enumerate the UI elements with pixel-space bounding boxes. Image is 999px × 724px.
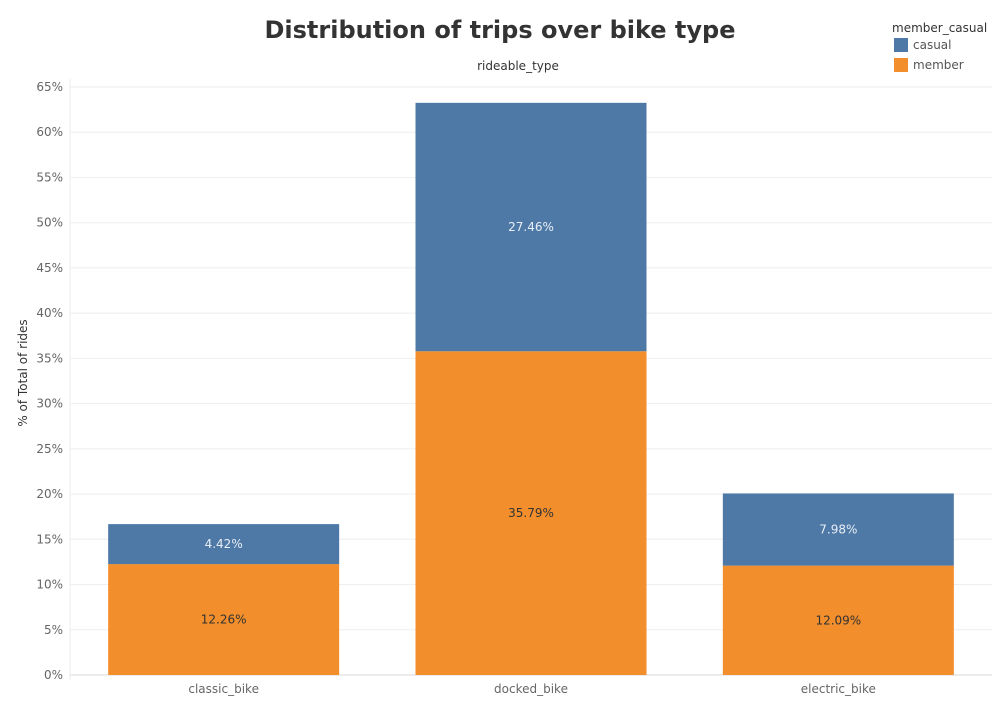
x-axis-ticks: classic_bike docked_bike electric_bike (188, 682, 876, 696)
bar-casual-electric_bike (722, 493, 954, 566)
bar-member-docked_bike (415, 351, 647, 675)
x-tick-label-electric_bike: electric_bike (801, 682, 876, 696)
data-label-member-docked_bike: 35.79% (508, 506, 554, 520)
legend-swatch-member (894, 58, 908, 72)
y-tick-label: 45% (36, 261, 63, 275)
data-label-casual-electric_bike: 7.98% (819, 523, 857, 537)
column-header: rideable_type (477, 59, 559, 73)
y-tick-label: 35% (36, 351, 63, 365)
legend-label-member: member (913, 58, 964, 72)
data-label-member-classic_bike: 12.26% (201, 613, 247, 627)
y-tick-label: 65% (36, 80, 63, 94)
y-tick-label: 40% (36, 306, 63, 320)
y-tick-label: 5% (44, 623, 63, 637)
data-label-member-electric_bike: 12.09% (815, 613, 861, 627)
y-axis-label: % of Total of rides (16, 319, 30, 426)
data-label-casual-classic_bike: 4.42% (205, 537, 243, 551)
y-tick-label: 20% (36, 487, 63, 501)
bar-casual-classic_bike (108, 524, 340, 565)
y-tick-label: 15% (36, 532, 63, 546)
y-tick-label: 50% (36, 216, 63, 230)
legend: member_casual casual member (892, 21, 987, 72)
data-label-casual-docked_bike: 27.46% (508, 220, 554, 234)
bar-member-electric_bike (722, 565, 954, 675)
y-tick-label: 60% (36, 125, 63, 139)
x-tick-label-docked_bike: docked_bike (494, 682, 568, 696)
x-tick-label-classic_bike: classic_bike (188, 682, 259, 696)
legend-title: member_casual (892, 21, 987, 35)
chart-title: Distribution of trips over bike type (264, 16, 735, 44)
y-tick-label: 55% (36, 170, 63, 184)
bars: 12.26% 4.42% 35.79% 27.46% 12.09% 7.98% (108, 102, 954, 675)
legend-swatch-casual (894, 38, 908, 52)
y-tick-label: 30% (36, 397, 63, 411)
bar-member-classic_bike (108, 564, 340, 675)
y-tick-label: 10% (36, 578, 63, 592)
legend-label-casual: casual (913, 38, 952, 52)
y-tick-label: 0% (44, 668, 63, 682)
bar-casual-docked_bike (415, 102, 647, 352)
y-axis-ticks: 0% 5% 10% 15% 20% 25% 30% 35% 40% 45% 50% 55% 60% 65% (36, 80, 63, 682)
y-tick-label: 25% (36, 442, 63, 456)
